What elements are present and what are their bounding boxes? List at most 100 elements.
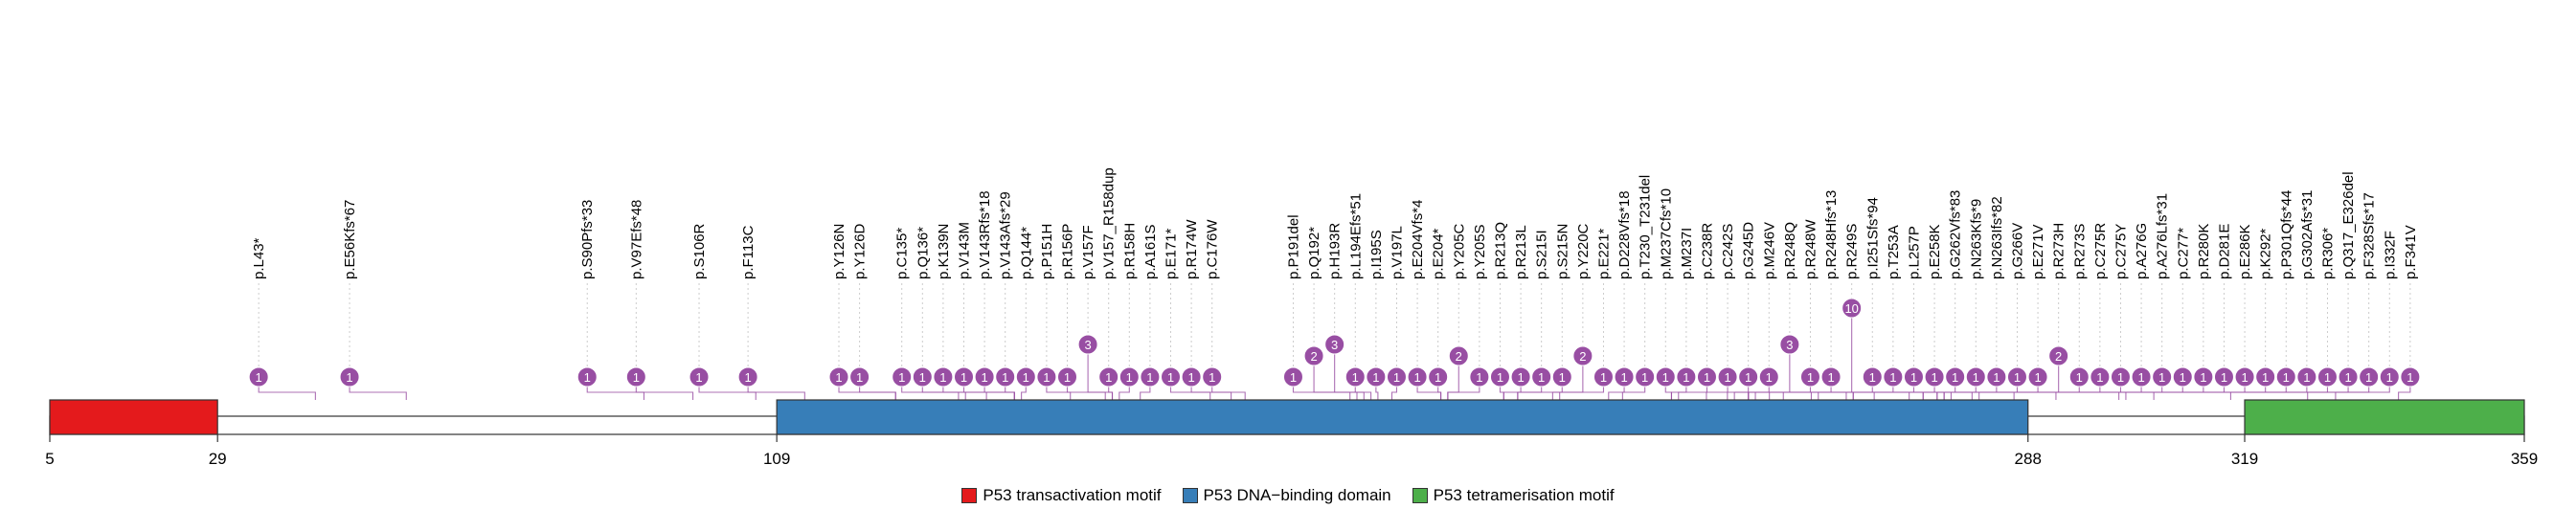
lollipop-dot [1366,366,1387,387]
lollipop-count: 1 [898,370,905,385]
mutation-label: p.K139N [936,224,952,279]
legend-item-transactivation: P53 transactivation motif [961,486,1162,505]
lollipop-dot [1717,366,1738,387]
lollipop-dot [1119,366,1140,387]
lollipop-count: 1 [1105,370,1112,385]
mutation-label: p.E221* [1595,228,1612,279]
lollipop-count: 1 [1559,370,1566,385]
lollipop-stem [1727,387,1750,400]
mutation-label: p.E171* [1164,228,1180,279]
mutation-label: p.I251Sfs*94 [1864,197,1881,279]
lollipop-count: 1 [1973,370,1979,385]
mutation-label: p.E286K [2237,224,2253,279]
lollipop-dot [1428,366,1449,387]
lollipop-dot [974,366,995,387]
lollipop-stem [1559,387,1605,400]
lollipop-count: 1 [2014,370,2021,385]
lollipop-dot [1593,366,1614,387]
lollipop-count: 1 [1766,370,1773,385]
mutation-label: p.E204Vfs*4 [1410,200,1426,279]
lollipop-count: 1 [2117,370,2124,385]
mutation-label: p.R156P [1060,224,1076,279]
mutation-label: p.F113C [740,225,757,279]
lollipop-dot [2213,366,2234,387]
mutation-label: p.E204* [1431,228,1447,279]
lollipop-stem [1943,387,2163,400]
lollipop-dot [2110,366,2131,387]
lollipop-count: 1 [1724,370,1730,385]
lollipop-count: 1 [1910,370,1917,385]
lollipop-stem [1190,387,1232,400]
mutation-label: p.M246V [1761,222,1777,279]
lollipop-stem [1416,387,1442,400]
lollipop-count: 1 [2324,370,2331,385]
mutation-label: p.E271V [2030,224,2046,279]
mutation-label: p.F341V [2403,225,2419,279]
lollipop-count: 1 [1435,370,1441,385]
lollipop-dot [2400,366,2421,387]
lollipop-dot [1510,366,1531,387]
lollipop-count: 1 [2034,370,2041,385]
lollipop-dot [1324,334,1345,355]
lollipop-dot [2048,345,2069,366]
legend: P53 transactivation motif P53 DNA−bindin… [0,486,2576,505]
lollipop-count: 1 [744,370,751,385]
lollipop-count: 1 [2407,370,2413,385]
lollipop-stem [747,387,805,400]
lollipop-count: 1 [1538,370,1545,385]
lollipop-stem [1678,387,1708,400]
lollipop-count: 1 [1476,370,1482,385]
lollipop-stem [1108,387,1114,400]
lollipop-dot [1779,334,1800,355]
mutation-label: p.R248W [1802,219,1819,279]
lollipop-stem [1140,387,1151,400]
x-tick-label: 109 [763,450,790,468]
mutation-label: p.Y126D [852,223,869,279]
lollipop-count: 1 [1889,370,1896,385]
lollipop-count: 2 [1579,349,1586,364]
lollipop-count: 1 [1683,370,1689,385]
lollipop-dot [1303,345,1324,366]
lollipop-dot [1883,366,1904,387]
lollipop-dot [1758,366,1779,387]
legend-item-dna-binding: P53 DNA−binding domain [1182,486,1391,505]
lollipop-count: 1 [2137,370,2144,385]
lollipop-stem [1608,387,1625,400]
lollipop-count: 1 [1931,370,1937,385]
lollipop-stem [2055,387,2267,400]
mutation-label: p.R213Q [1492,222,1508,279]
legend-label: P53 DNA−binding domain [1203,486,1391,504]
lollipop-stem [1503,387,1522,400]
lollipop-count: 1 [1517,370,1524,385]
mutation-labels-layer: p.L43* p.E56Kfs*67 p.S90Pfs*33 p.V97Efs*48 p… [251,167,2419,279]
lollipop-count: 1 [1662,370,1669,385]
lollipop-count: 1 [695,370,702,385]
lollipop-stem [1046,387,1072,400]
mutation-label: p.F328Sfs*17 [2361,192,2378,279]
lollipop-dot [1862,366,1883,387]
lollipop-stem [2118,387,2287,400]
lollipop-dot [912,366,933,387]
lollipop-count: 1 [2180,370,2186,385]
mutation-label: p.S215N [1554,224,1570,279]
lollipop-count: 1 [2262,370,2269,385]
lollipop-stem [1375,387,1379,400]
lollipop-dot [1161,366,1182,387]
lollipop-dot [1489,366,1510,387]
lollipop-dot [954,366,975,387]
lollipop-count: 1 [1413,370,1420,385]
lollipop-stem [1873,387,2019,400]
mutation-label: p.R273H [2051,223,2068,279]
lollipop-count: 1 [960,370,967,385]
lollipop-stem [1971,387,2204,400]
lollipop-stem [1169,387,1211,400]
lollipop-stem [1517,387,1563,400]
lollipop-count: 1 [1002,370,1008,385]
lollipop-stem [942,387,987,400]
lollipop-count: 1 [1641,370,1648,385]
lollipop-stem [2153,387,2329,400]
lollipop-dot [1924,366,1945,387]
lollipop-dot [1469,366,1490,387]
lollipop-stem [1936,387,2101,400]
lollipop-dot [1202,366,1223,387]
